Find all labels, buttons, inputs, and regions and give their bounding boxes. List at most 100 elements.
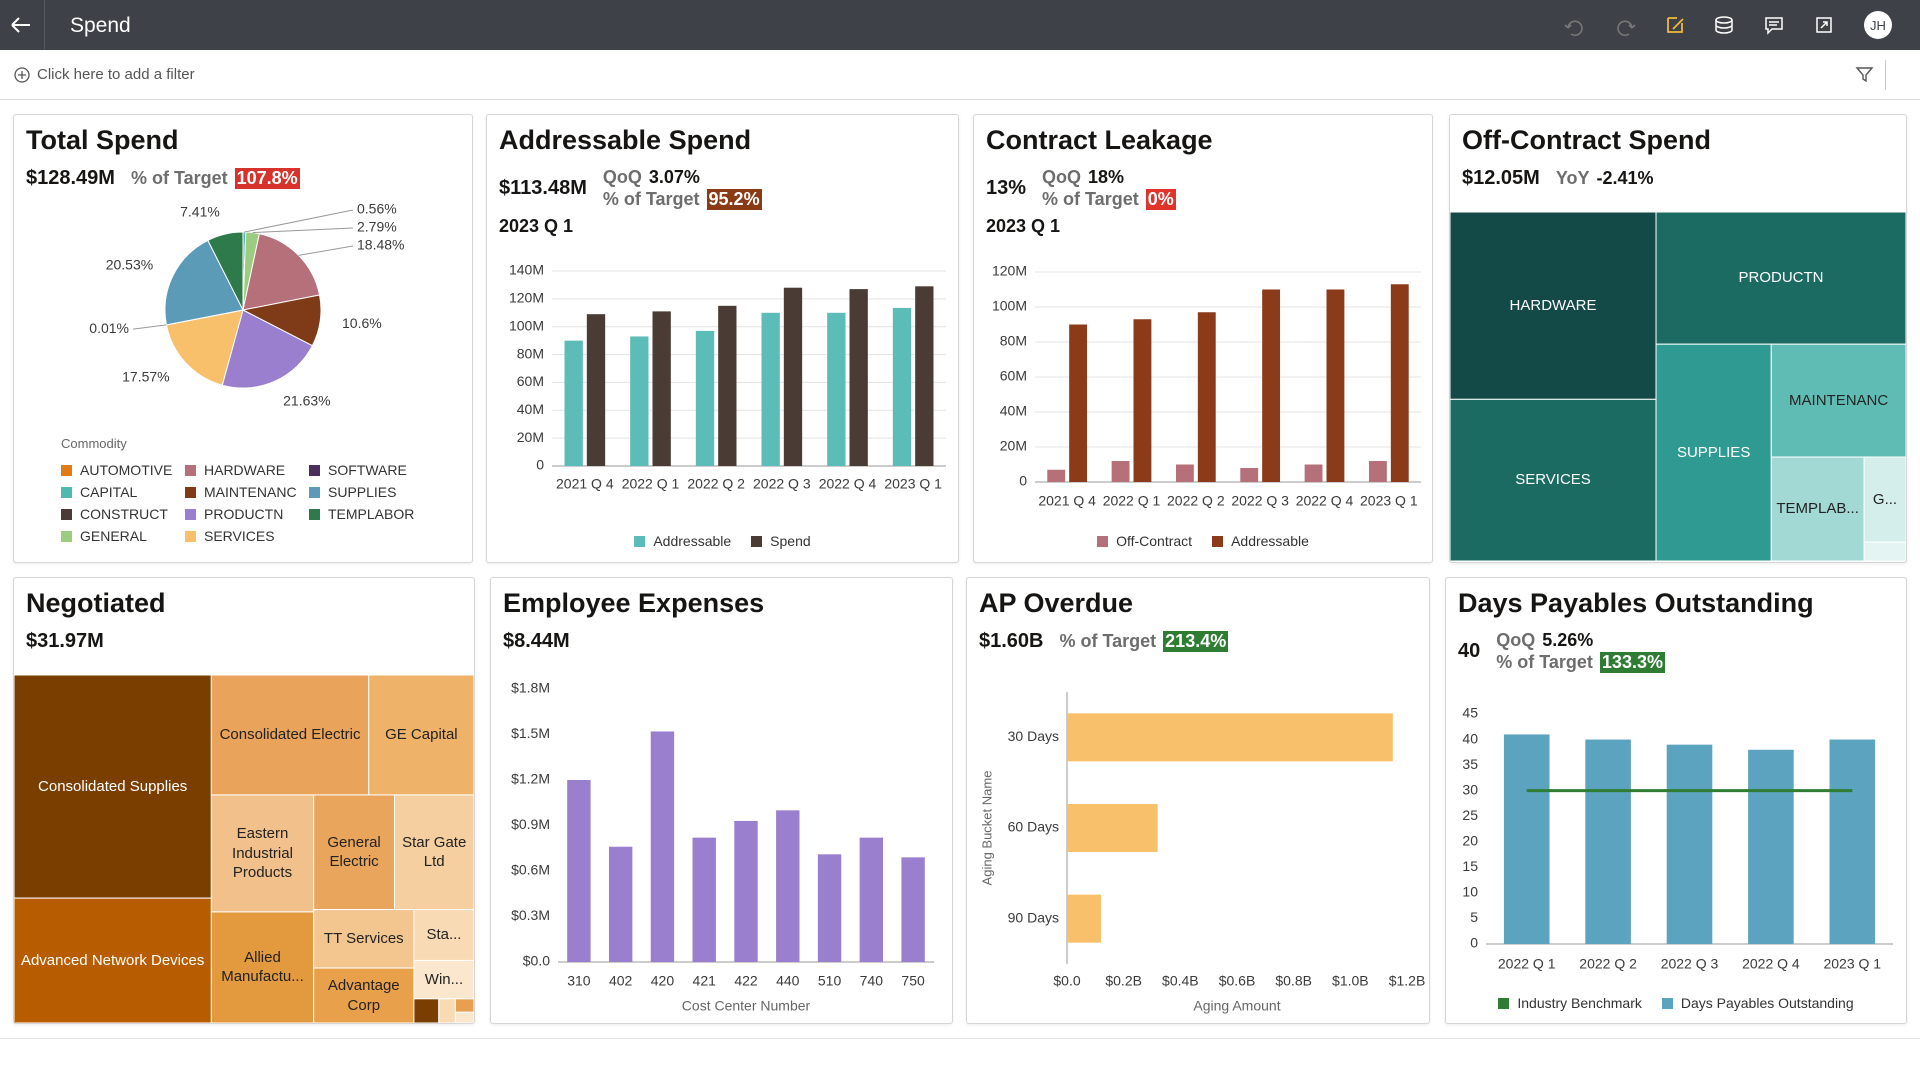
- kpi: $8.44M: [503, 630, 570, 653]
- legend-label: SOFTWARE: [328, 462, 407, 478]
- bar: [1240, 468, 1259, 482]
- pie-label: 0.56%: [357, 201, 397, 217]
- edit-icon[interactable]: [1667, 17, 1684, 33]
- tile-title: Total Spend: [26, 125, 179, 155]
- legend: Industry Benchmark Days Payables Outstand…: [1446, 995, 1906, 1011]
- x-tick-label: $1.0B: [1332, 973, 1369, 989]
- treemap-cell: [313, 967, 415, 1023]
- legend-item: GENERAL: [61, 528, 185, 544]
- y-tick-label: $0.6M: [511, 862, 550, 878]
- kpi: 13% QoQ 18%% of Target 0% 2023 Q 1: [986, 167, 1176, 237]
- legend-item: Industry Benchmark: [1498, 995, 1642, 1011]
- treemap-cell: [393, 794, 474, 911]
- y-tick-label: 120M: [992, 263, 1027, 279]
- present-icon[interactable]: [1816, 17, 1832, 33]
- undo-icon[interactable]: [1564, 20, 1583, 37]
- pie-slice: [164, 239, 244, 326]
- y-tick-label: 10: [1462, 884, 1478, 900]
- tile-title: Negotiated: [26, 588, 166, 618]
- kpi-label: QoQ: [1496, 630, 1536, 650]
- kpi-row: $31.97M: [26, 630, 104, 653]
- legend-title: Commodity: [61, 436, 127, 451]
- y-tick-label: $1.8M: [511, 680, 550, 696]
- y-tick-label: $1.2M: [511, 771, 550, 787]
- legend-label: SUPPLIES: [328, 484, 397, 500]
- y-tick-label: 80M: [1000, 333, 1027, 349]
- bar: [608, 846, 633, 962]
- y-tick-label: 5: [1470, 909, 1478, 925]
- avatar[interactable]: JH: [1864, 11, 1892, 39]
- kpi: $12.05M YoY -2.41%: [1462, 167, 1654, 190]
- kpi-badge: 0%: [1145, 189, 1176, 210]
- filter-icon[interactable]: [1853, 63, 1877, 87]
- redo-icon[interactable]: [1617, 20, 1636, 37]
- bar: [734, 820, 758, 962]
- treemap-label-box: Win...: [425, 971, 463, 988]
- y-tick-label: 20M: [1000, 438, 1027, 454]
- bar: [859, 837, 884, 962]
- kpi-label: YoY: [1555, 168, 1590, 188]
- x-tick-label: $1.2B: [1389, 973, 1426, 989]
- legend-swatch: [1498, 997, 1510, 1009]
- legend-label: AUTOMOTIVE: [80, 462, 173, 478]
- pie-label: 17.57%: [122, 369, 169, 385]
- bar: [1304, 464, 1323, 482]
- legend-label: TEMPLABOR: [328, 506, 415, 522]
- treemap-label: Consolidated Supplies: [38, 777, 188, 795]
- treemap-label: Advantage Corp: [327, 977, 400, 1014]
- pie-slice: [165, 309, 244, 386]
- y-tick-label: 90 Days: [1008, 909, 1059, 925]
- legend-swatch: [751, 535, 763, 547]
- filter-prompt[interactable]: Click here to add a filter: [37, 66, 195, 83]
- kpi-row: $113.48M QoQ 3.07%% of Target 95.2%: [499, 167, 762, 210]
- comment-icon[interactable]: [1765, 17, 1783, 35]
- kpi-row: 13% QoQ 18%% of Target 0%: [986, 167, 1176, 210]
- legend-swatch: [61, 508, 72, 520]
- y-tick-label: 100M: [509, 317, 544, 333]
- pie-label: 20.53%: [106, 257, 153, 273]
- treemap-label: General Electric: [327, 833, 381, 871]
- kpi-main: $8.44M: [503, 630, 570, 652]
- back-button[interactable]: [0, 0, 40, 50]
- kpi-main: $113.48M: [499, 177, 587, 199]
- treemap-cell: [313, 909, 415, 969]
- x-tick-label: $0.2B: [1105, 973, 1142, 989]
- leader-line: [244, 209, 354, 233]
- treemap-label: Sta...: [426, 926, 462, 944]
- kpi-value: 5.26%: [1542, 630, 1594, 650]
- bar: [1585, 739, 1631, 944]
- kpi-value: 18%: [1088, 167, 1125, 187]
- pie-label: 10.6%: [342, 315, 382, 331]
- treemap-label-box: TT Services: [324, 930, 404, 947]
- x-tick-label: 310: [567, 973, 591, 989]
- kpi-main: $12.05M: [1462, 167, 1540, 189]
- bar: [892, 307, 912, 466]
- legend-swatch: [185, 508, 196, 520]
- x-axis-title: Aging Amount: [1193, 998, 1280, 1014]
- legend-label: Spend: [770, 533, 811, 549]
- x-tick-label: 422: [734, 973, 758, 989]
- legend: AUTOMOTIVE HARDWARE SOFTWARE CAPITAL MAINTEN…: [61, 462, 433, 544]
- kpi-detail: % of Target 0%: [1042, 189, 1176, 210]
- kpi-label: % of Target: [602, 189, 700, 209]
- tile: HARDWARE SERVICES PRODUCTN SUPPLIES MAINTENA…: [1449, 114, 1907, 563]
- y-tick-label: 80M: [517, 345, 544, 361]
- chart: 0 20M 40M 60M 80M 100M 120M 2021 Q 4 2022 Q 1 202…: [992, 263, 1421, 509]
- data-icon[interactable]: [1715, 16, 1733, 34]
- kpi-detail: QoQ 5.26%: [1496, 630, 1665, 651]
- legend-item: SUPPLIES: [309, 484, 433, 500]
- legend-item: MAINTENANC: [185, 484, 309, 500]
- legend: Off-Contract Addressable: [974, 533, 1432, 549]
- treemap-cell: [438, 998, 456, 1023]
- add-filter-icon[interactable]: [12, 65, 32, 85]
- kpi-period: 2023 Q 1: [986, 216, 1061, 236]
- x-tick-label: 2022 Q 2: [687, 476, 745, 492]
- treemap-label-box: HARDWARE: [1510, 297, 1597, 314]
- legend: Addressable Spend: [487, 533, 958, 549]
- kpi-value: -2.41%: [1596, 168, 1654, 188]
- legend-item: AUTOMOTIVE: [61, 462, 185, 478]
- treemap-cell: [1770, 456, 1865, 562]
- y-tick-label: $1.5M: [511, 725, 550, 741]
- treemap-label-box: G...: [1873, 491, 1897, 508]
